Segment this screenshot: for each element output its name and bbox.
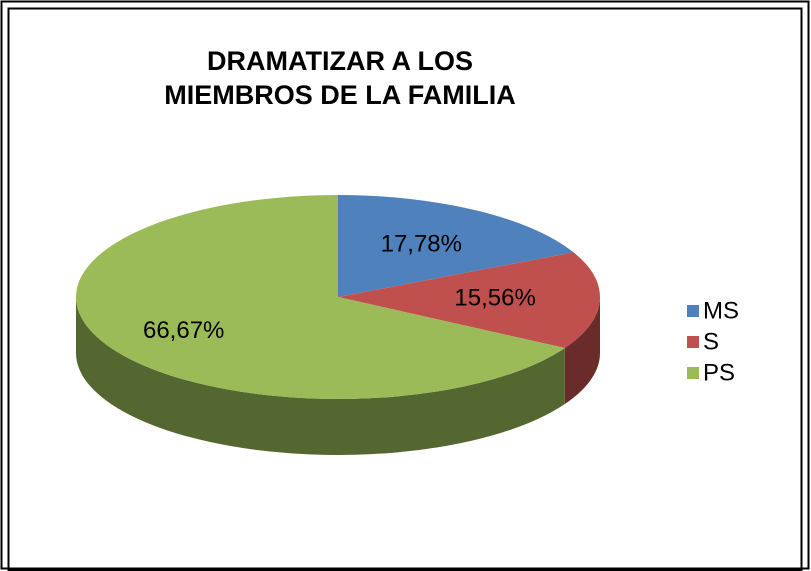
legend-swatch <box>687 336 699 348</box>
legend-swatch <box>687 367 699 379</box>
data-label: 17,78% <box>381 230 462 257</box>
slice-side <box>564 297 600 405</box>
legend-swatch <box>687 305 699 317</box>
legend-label: S <box>703 328 719 355</box>
chart-title: DRAMATIZAR A LOS MIEMBROS DE LA FAMILIA <box>164 46 516 110</box>
legend-label: PS <box>703 359 735 386</box>
data-label: 15,56% <box>454 284 535 311</box>
slice-side <box>76 297 565 455</box>
data-label: 66,67% <box>143 317 224 344</box>
slice <box>338 252 600 349</box>
legend-label: MS <box>703 297 739 324</box>
slice <box>76 195 565 400</box>
slice <box>338 195 574 297</box>
